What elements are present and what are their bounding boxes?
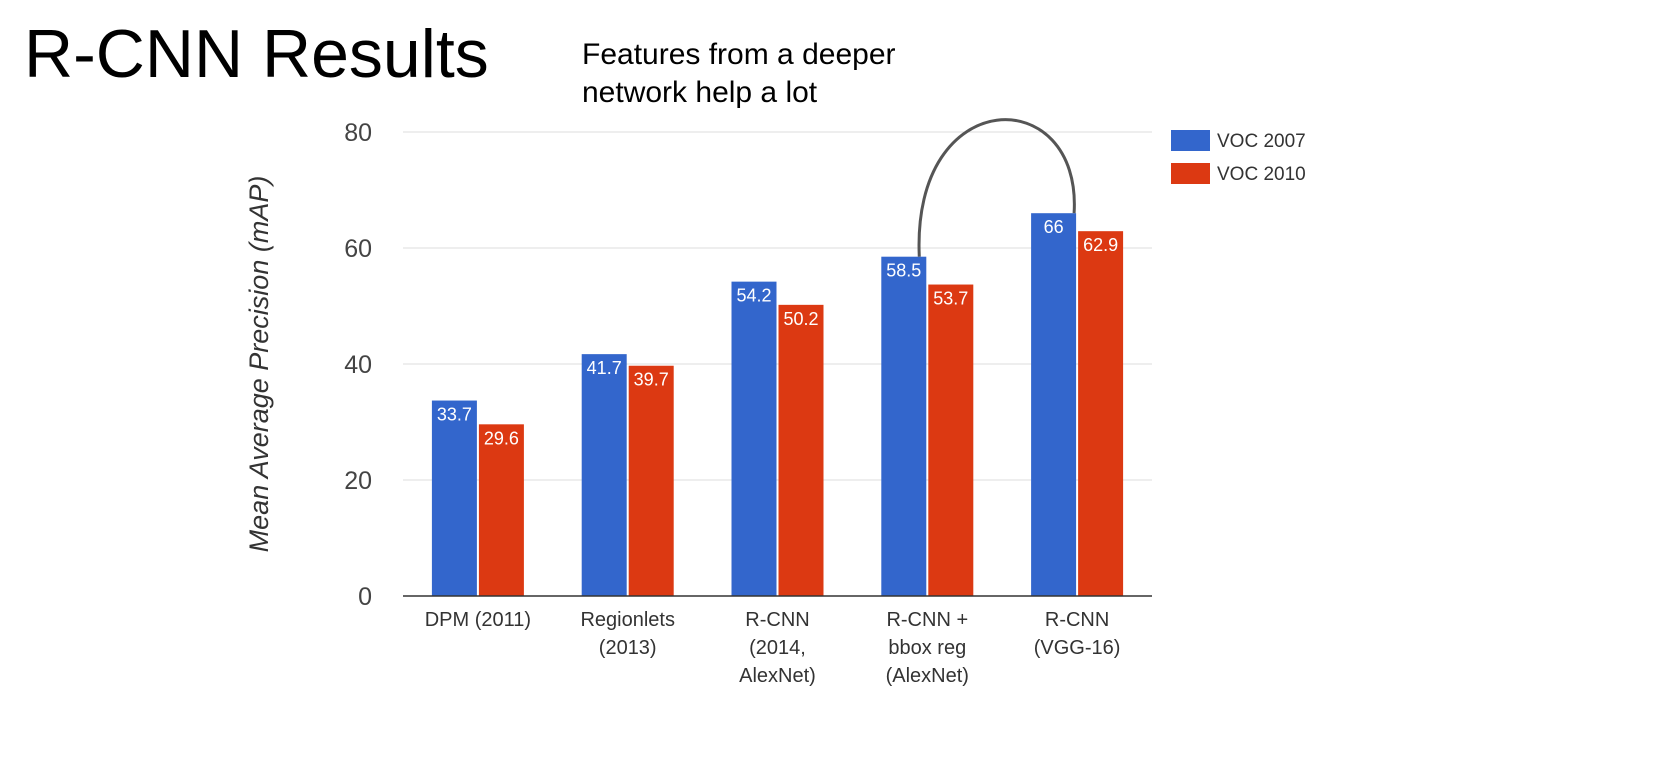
data-label: 53.7 bbox=[933, 289, 968, 309]
legend-swatch bbox=[1171, 163, 1210, 184]
x-category-label: (VGG-16) bbox=[1034, 637, 1121, 659]
data-label: 41.7 bbox=[587, 358, 622, 378]
bar bbox=[778, 304, 824, 596]
legend-label: VOC 2007 bbox=[1217, 131, 1306, 152]
x-category-label: R-CNN bbox=[1045, 609, 1109, 631]
x-category-label: R-CNN + bbox=[886, 609, 968, 631]
legend-swatch bbox=[1171, 130, 1210, 151]
x-category-label: R-CNN bbox=[745, 609, 809, 631]
bar bbox=[731, 281, 777, 596]
x-category-label: AlexNet) bbox=[739, 665, 816, 687]
slide-title: R-CNN Results bbox=[24, 16, 489, 92]
data-label: 54.2 bbox=[736, 286, 771, 306]
bar bbox=[1031, 213, 1077, 596]
y-tick-label: 40 bbox=[344, 351, 372, 379]
y-tick-label: 80 bbox=[344, 119, 372, 147]
x-category-label: (AlexNet) bbox=[886, 665, 969, 687]
legend-label: VOC 2010 bbox=[1217, 164, 1306, 185]
y-tick-label: 20 bbox=[344, 467, 372, 495]
data-label: 50.2 bbox=[783, 309, 818, 329]
x-category-label: Regionlets bbox=[580, 609, 675, 631]
bar bbox=[881, 256, 927, 596]
bar bbox=[1078, 231, 1124, 596]
callout-line-2: network help a lot bbox=[582, 76, 818, 109]
bar bbox=[628, 365, 674, 596]
annotation-arc bbox=[917, 118, 1076, 257]
bar bbox=[581, 354, 627, 596]
x-category-label: bbox reg bbox=[888, 637, 966, 659]
data-label: 39.7 bbox=[634, 370, 669, 390]
data-label: 29.6 bbox=[484, 428, 519, 448]
x-category-label: (2014, bbox=[749, 637, 806, 659]
callout-line-1: Features from a deeper bbox=[582, 38, 896, 71]
data-label: 62.9 bbox=[1083, 235, 1118, 255]
x-category-label: DPM (2011) bbox=[425, 609, 531, 631]
data-label: 33.7 bbox=[437, 405, 472, 425]
y-tick-label: 0 bbox=[358, 583, 372, 611]
bar bbox=[928, 284, 974, 596]
bar bbox=[431, 400, 477, 596]
callout-text: Features from a deeper network help a lo… bbox=[582, 36, 896, 112]
y-axis-title: Mean Average Precision (mAP) bbox=[244, 176, 274, 553]
x-category-label: (2013) bbox=[599, 637, 657, 659]
data-label: 66 bbox=[1044, 217, 1064, 237]
data-label: 58.5 bbox=[886, 261, 921, 281]
bar bbox=[478, 424, 524, 596]
y-tick-label: 60 bbox=[344, 235, 372, 263]
